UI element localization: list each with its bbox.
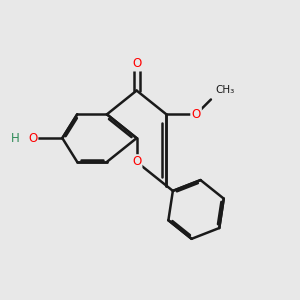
Text: O: O [191, 108, 201, 121]
Text: H: H [11, 132, 20, 145]
Text: O: O [132, 155, 141, 168]
Text: O: O [132, 57, 141, 70]
Text: O: O [28, 132, 37, 145]
Text: CH₃: CH₃ [215, 85, 235, 95]
